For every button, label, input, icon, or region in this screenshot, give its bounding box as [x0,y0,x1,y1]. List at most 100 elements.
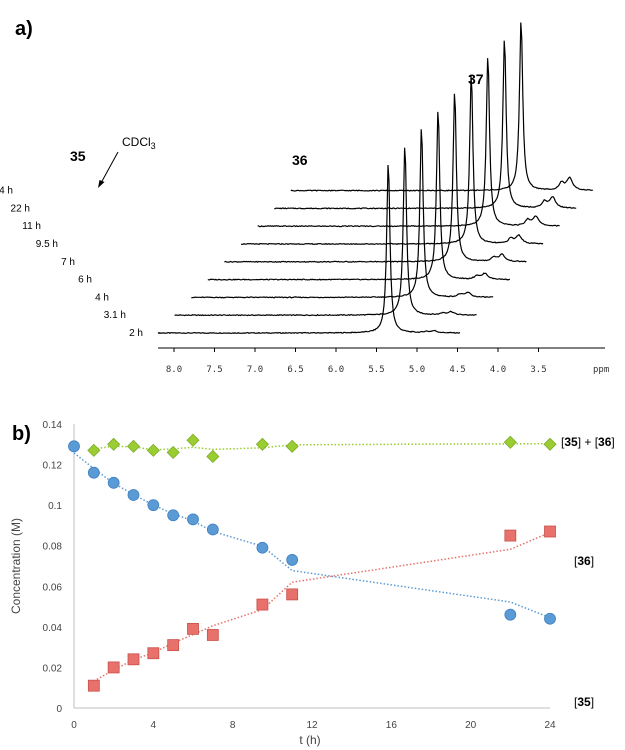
trace-time-label: 11 h [22,221,41,232]
data-point-36 [87,679,100,692]
y-tick-label: 0.04 [43,623,63,634]
x-tick-label: 4 [151,720,157,731]
y-tick-label: 0.1 [48,501,62,512]
ppm-tick-label: 4.5 [449,365,465,375]
nmr-trace [207,111,511,281]
trendline [93,531,551,682]
y-axis-title: Concentration (M) [9,518,23,614]
data-point-35-plus-36 [126,439,141,453]
trace-time-label: 3.1 h [104,310,126,321]
trendline [93,443,550,451]
y-axis-ticks: 0 0.02 0.04 0.06 0.08 0.1 0.12 0.14 [43,420,63,715]
data-point-35 [167,509,180,522]
x-tick-label: 0 [71,720,77,731]
data-point-35-plus-36 [186,433,200,447]
compound-37-label: 37 [468,71,484,87]
series-label: [36] [574,554,594,568]
nmr-trace [191,129,494,299]
data-point-36 [107,661,120,674]
data-point-36 [256,598,269,611]
trace-time-label: 22 h [11,203,30,214]
data-point-36 [544,525,556,538]
data-point-36 [504,529,517,542]
data-markers [68,433,557,692]
x-tick-label: 20 [465,720,477,731]
series-label: [35] [574,695,594,709]
y-tick-label: 0 [56,704,62,715]
ppm-tick-label: 5.0 [409,365,425,375]
series-labels: [35] + [36] [36] [35] [561,435,615,709]
data-point-35-plus-36 [206,449,220,464]
x-axis-title: t (h) [299,733,320,747]
data-point-35-plus-36 [543,437,557,451]
nmr-trace [290,22,593,192]
y-tick-label: 0.14 [43,420,63,431]
x-tick-label: 24 [544,720,556,731]
data-point-36 [147,647,160,660]
ppm-tick-label: 8.0 [166,365,182,375]
trendlines [73,443,551,682]
data-point-35 [504,608,517,621]
data-point-35-plus-36 [146,443,160,457]
ppm-tick-label: 3.5 [530,365,546,375]
nmr-traces [157,22,593,335]
data-point-36 [187,622,199,635]
data-point-35-plus-36 [107,437,121,451]
ppm-tick-label: 7.5 [206,365,222,375]
x-tick-label: 16 [386,720,398,731]
y-tick-label: 0.08 [43,542,63,553]
nmr-trace [274,40,577,210]
compound-36-label: 36 [292,152,308,168]
data-point-36 [167,639,180,652]
trace-time-label: 2 h [129,328,143,339]
ppm-tick-label: 6.0 [328,365,344,375]
concentration-chart: b) 0 0.02 0.04 0.06 0.08 0.1 0.12 0.14 0 4 8 12 16 2… [9,420,615,747]
data-point-35 [107,476,120,489]
data-point-35 [187,513,199,526]
series-label: [35] + [36] [561,435,615,449]
nmr-trace [157,164,461,335]
trace-time-label: 4 h [95,292,109,303]
trace-time-label: 7 h [61,257,75,268]
x-tick-label: 12 [306,720,318,731]
data-point-35 [256,541,269,554]
ppm-unit-label: ppm [593,365,609,375]
nmr-trace [240,75,544,246]
ppm-tick-label: 6.5 [287,365,303,375]
trace-time-label: 24 h [0,186,13,197]
panel-b-label: b) [12,423,31,445]
trace-time-label: 6 h [78,275,92,286]
panel-a-label: a) [15,18,33,40]
trace-time-label: 9.5 h [36,239,58,250]
nmr-trace [257,58,560,228]
data-point-35 [68,440,80,453]
ppm-tick-label: 4.0 [490,365,506,375]
data-point-35 [87,466,100,479]
trendline [73,452,551,619]
data-point-36 [286,588,299,601]
solvent-arrow [100,151,119,184]
data-point-35 [286,554,299,566]
data-point-36 [206,629,219,641]
ppm-tick-label: 7.0 [247,365,263,375]
data-point-35 [206,523,219,536]
ppm-axis-ticks: 8.0 7.5 7.0 6.5 6.0 5.5 5.0 4.5 4.0 3.5 [166,348,547,375]
ppm-tick-label: 5.5 [368,365,384,375]
data-point-35 [147,499,160,512]
data-point-35 [127,489,140,501]
y-tick-label: 0.12 [43,461,63,472]
x-tick-label: 8 [230,720,236,731]
y-tick-label: 0.02 [43,663,63,674]
data-point-36 [127,653,140,666]
nmr-trace [174,147,477,317]
solvent-label: CDCl3 [122,135,156,151]
data-point-35-plus-36 [503,435,517,449]
nmr-stacked-spectra: a) 2 h3.1 h 4 h6 h7 h9.5 h 11 h 22 h 24 h 8.… [0,18,609,375]
data-point-35 [544,612,556,625]
data-point-35-plus-36 [87,443,101,457]
nmr-trace [224,93,527,263]
data-point-35-plus-36 [285,439,299,453]
y-tick-label: 0.06 [43,582,63,593]
data-point-35-plus-36 [255,437,269,451]
